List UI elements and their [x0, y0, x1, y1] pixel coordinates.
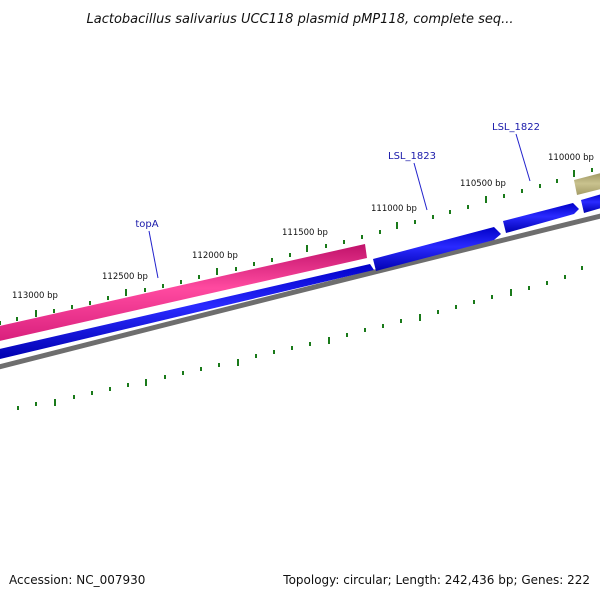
- tick-label-110000: 110000 bp: [548, 153, 594, 163]
- gene-label-lsl1823[interactable]: LSL_1823: [388, 151, 436, 162]
- gene-reverse-long[interactable]: [0, 264, 374, 359]
- plasmid-backbone: [0, 213, 600, 370]
- tick-label-111500: 111500 bp: [282, 228, 328, 238]
- gene-lsl1822-arrow[interactable]: [503, 203, 579, 233]
- gene-topA[interactable]: [0, 244, 367, 342]
- accession-label: Accession: NC_007930: [9, 573, 146, 587]
- tick-label-111000: 111000 bp: [371, 204, 417, 214]
- gene-label-topA[interactable]: topA: [135, 219, 158, 230]
- outer-ticks: [0, 168, 593, 325]
- gene-olive-edge[interactable]: [574, 172, 600, 195]
- tick-label-110500: 110500 bp: [460, 179, 506, 189]
- tick-label-113000: 113000 bp: [12, 291, 58, 301]
- gene-reverse-edge[interactable]: [581, 193, 600, 213]
- tick-label-112000: 112000 bp: [192, 251, 238, 261]
- leader-line-lsl1823: [413, 162, 428, 211]
- gene-label-lsl1822[interactable]: LSL_1822: [492, 122, 540, 133]
- leader-line-lsl1822: [515, 133, 531, 182]
- topology-summary: Topology: circular; Length: 242,436 bp; …: [283, 573, 590, 587]
- map-title: Lactobacillus salivarius UCC118 plasmid …: [86, 12, 513, 27]
- leader-line-topA: [148, 230, 159, 279]
- inner-ticks: [17, 266, 583, 410]
- tick-label-112500: 112500 bp: [102, 272, 148, 282]
- gene-lsl1823-arrow[interactable]: [373, 227, 501, 271]
